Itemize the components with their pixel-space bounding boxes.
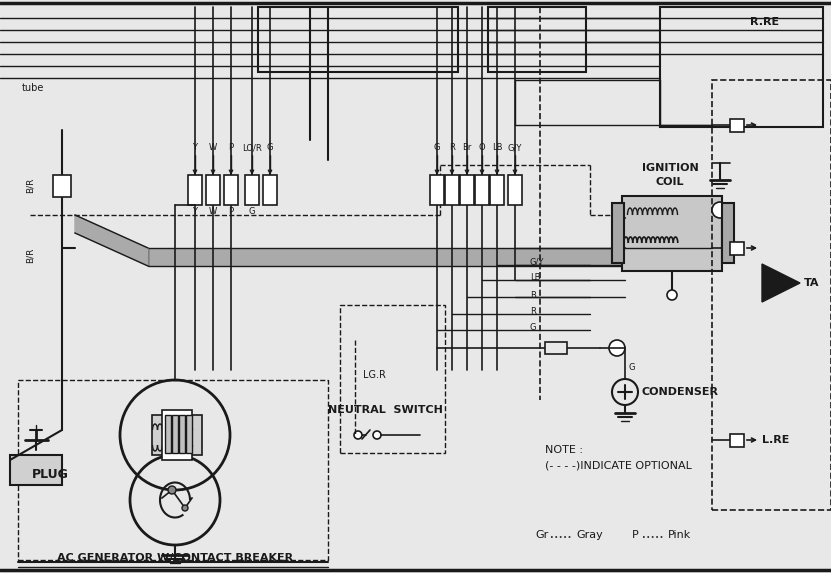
Text: NOTE :: NOTE : — [545, 445, 583, 455]
Bar — [340, 305, 445, 453]
Bar — [10, 455, 62, 485]
Text: L.RE: L.RE — [762, 435, 789, 445]
Text: R.RE: R.RE — [750, 17, 779, 27]
Text: Pink: Pink — [668, 530, 691, 540]
Circle shape — [712, 202, 728, 218]
Text: LB: LB — [492, 143, 502, 152]
Text: G: G — [530, 324, 537, 332]
Text: B/R: B/R — [26, 248, 35, 262]
Circle shape — [168, 486, 176, 494]
Polygon shape — [762, 264, 800, 302]
Bar — [488, 7, 586, 72]
Text: (- - - -)INDICATE OPTIONAL: (- - - -)INDICATE OPTIONAL — [545, 460, 692, 470]
Text: Gr: Gr — [535, 530, 548, 540]
Bar — [508, 175, 522, 205]
Bar — [53, 175, 71, 197]
Bar — [430, 175, 444, 205]
Text: P: P — [229, 143, 234, 152]
Text: Y: Y — [193, 207, 198, 217]
Bar — [730, 434, 744, 447]
Circle shape — [373, 431, 381, 439]
Text: G: G — [267, 143, 273, 152]
Bar — [188, 175, 202, 205]
Bar — [206, 175, 220, 205]
Text: PLUG: PLUG — [32, 469, 68, 481]
Bar — [660, 7, 823, 127]
Bar — [460, 175, 474, 205]
Bar — [148, 248, 720, 266]
Bar — [18, 380, 328, 560]
Bar — [162, 410, 192, 460]
Bar — [263, 175, 277, 205]
Text: O: O — [479, 143, 485, 152]
Polygon shape — [75, 215, 148, 266]
Text: Gray: Gray — [576, 530, 602, 540]
Circle shape — [612, 379, 638, 405]
Text: tube: tube — [22, 83, 44, 93]
Text: P: P — [229, 207, 234, 217]
Text: G/Y: G/Y — [508, 143, 522, 152]
Bar — [722, 203, 734, 263]
Text: G/Y: G/Y — [530, 257, 544, 266]
Circle shape — [354, 431, 362, 439]
Text: NEUTRAL  SWITCH: NEUTRAL SWITCH — [327, 405, 442, 415]
Bar — [490, 175, 504, 205]
Bar — [730, 119, 744, 132]
Bar — [258, 7, 458, 72]
Bar — [172, 415, 178, 453]
Text: Br: Br — [462, 143, 472, 152]
Text: AC GENERATOR W/CONTACT BREAKER: AC GENERATOR W/CONTACT BREAKER — [57, 553, 293, 563]
Text: W: W — [209, 207, 217, 217]
Text: P: P — [632, 530, 639, 540]
Text: CONDENSER: CONDENSER — [642, 387, 719, 397]
Text: COIL: COIL — [656, 177, 684, 187]
Text: G: G — [434, 143, 440, 152]
Bar — [730, 242, 744, 255]
Text: R: R — [449, 143, 455, 152]
Text: G: G — [629, 363, 635, 372]
Text: TA: TA — [804, 278, 819, 288]
Bar — [545, 342, 567, 354]
Bar — [245, 175, 259, 205]
Text: LB: LB — [530, 273, 540, 282]
Text: LO/R: LO/R — [242, 143, 262, 152]
Bar — [179, 415, 185, 453]
Circle shape — [609, 340, 625, 356]
Circle shape — [667, 290, 677, 300]
Text: W: W — [209, 143, 217, 152]
Text: B: B — [530, 291, 536, 300]
Text: IGNITION: IGNITION — [642, 163, 698, 173]
Text: LG.R: LG.R — [363, 370, 386, 380]
Text: R: R — [530, 308, 536, 316]
Bar — [165, 415, 171, 453]
Bar — [475, 175, 489, 205]
Bar — [712, 80, 831, 510]
Bar — [612, 203, 624, 263]
Bar — [224, 175, 238, 205]
Bar — [445, 175, 459, 205]
Bar — [622, 196, 722, 271]
Text: G: G — [248, 207, 255, 217]
Bar — [186, 415, 192, 453]
Bar — [152, 415, 202, 455]
Circle shape — [182, 505, 188, 511]
Text: B/R: B/R — [26, 177, 35, 193]
Text: Y: Y — [193, 143, 198, 152]
